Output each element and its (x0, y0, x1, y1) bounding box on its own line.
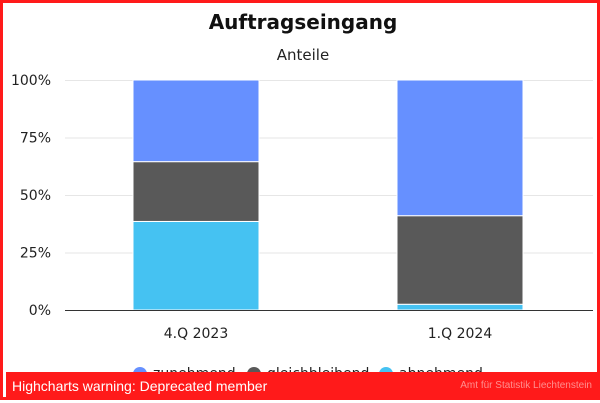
warning-text: Highcharts warning: Deprecated member (12, 378, 268, 394)
bar-abnehmend-1[interactable] (396, 303, 524, 311)
warning-banner: Highcharts warning: Deprecated member Am… (6, 372, 600, 400)
bars (132, 79, 524, 311)
bar-zunehmend-0[interactable] (132, 79, 260, 163)
y-tick-label: 50% (20, 188, 51, 204)
chart-title: Auftragseingang (208, 10, 398, 34)
bar-gleichbleibend-0[interactable] (132, 161, 260, 222)
bar-zunehmend-1[interactable] (396, 79, 524, 217)
y-axis-ticks: 0% 25% 50% 75% 100% (11, 73, 51, 319)
y-tick-label: 75% (20, 131, 51, 147)
bar-gleichbleibend-1[interactable] (396, 215, 524, 305)
x-tick-label: 4.Q 2023 (164, 326, 228, 342)
y-tick-label: 25% (20, 246, 51, 262)
y-tick-label: 100% (11, 73, 51, 89)
credit-text[interactable]: Amt für Statistik Liechtenstein (460, 380, 592, 391)
chart-plot: 0% 25% 50% 75% 100% 4.Q 2023 1.Q 2024 (11, 73, 593, 342)
x-tick-label: 1.Q 2024 (428, 326, 493, 342)
bar-abnehmend-0[interactable] (132, 220, 260, 311)
x-axis-ticks: 4.Q 2023 1.Q 2024 (164, 326, 493, 342)
y-tick-label: 0% (29, 303, 51, 319)
chart-subtitle: Anteile (276, 46, 330, 64)
